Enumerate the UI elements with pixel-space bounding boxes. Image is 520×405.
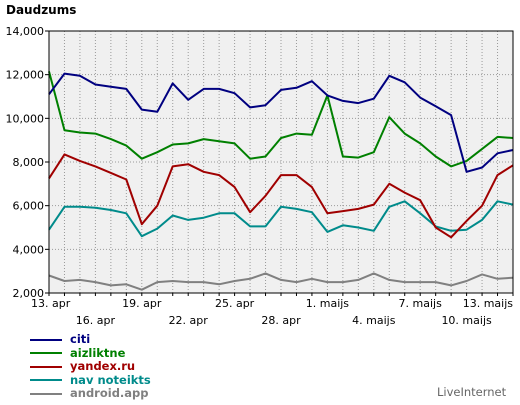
y-tick-label: 14,000 [6,25,45,38]
legend-swatch [30,338,62,341]
legend-swatch [30,392,62,395]
y-tick-label: 4,000 [13,243,45,256]
plot-frame [48,30,514,294]
x-tick-label: 28. apr [261,314,301,327]
legend-item: aizliktne [30,345,151,361]
y-tick-label: 2,000 [13,287,45,300]
series-line-yandex-ru [48,153,514,239]
x-tick-label: 13. maijs [463,297,514,310]
axis-ticks: 2,000 4,000 6,000 8,000 10,000 12,000 14,000 13… [6,25,514,327]
line-chart: Daudzums 2,000 4,000 6,000 8,000 10,000 12,00… [6,3,514,327]
y-tick-label: 8,000 [13,156,45,169]
x-tick-label: 19. apr [122,297,162,310]
legend-label: nav noteikts [70,372,151,387]
legend-item: nav noteikts [30,372,151,388]
brand-label: LiveInternet [437,385,507,399]
x-tick-label: 13. apr [31,297,71,310]
y-tick-label: 6,000 [13,200,45,213]
legend-item: yandex.ru [30,360,151,374]
x-tick-label: 4. maijs [352,314,396,327]
x-tick-label: 1. maijs [306,297,350,310]
series-line-aizliktne [48,71,514,168]
y-axis-label: Daudzums [6,3,76,17]
legend-swatch [30,352,62,355]
legend-swatch [30,365,62,368]
legend: citi aizliktne yandex.ru nav noteikts androi… [30,333,151,401]
legend-item: android.app [30,387,151,401]
x-tick-label: 7. maijs [399,297,443,310]
legend-swatch [30,379,62,382]
series-line-android-app [48,272,514,291]
x-tick-label: 22. apr [169,314,209,327]
legend-label: aizliktne [70,345,126,360]
legend-item: citi [30,333,151,347]
series-layer [48,71,514,291]
x-tick-label: 16. apr [76,314,116,327]
y-tick-label: 10,000 [6,112,45,125]
legend-label: yandex.ru [70,359,136,374]
legend-label: android.app [70,386,149,401]
legend-label: citi [70,332,91,347]
x-tick-label: 25. apr [215,297,255,310]
x-tick-label: 10. maijs [441,314,492,327]
y-tick-label: 12,000 [6,69,45,82]
series-line-citi [48,72,514,173]
